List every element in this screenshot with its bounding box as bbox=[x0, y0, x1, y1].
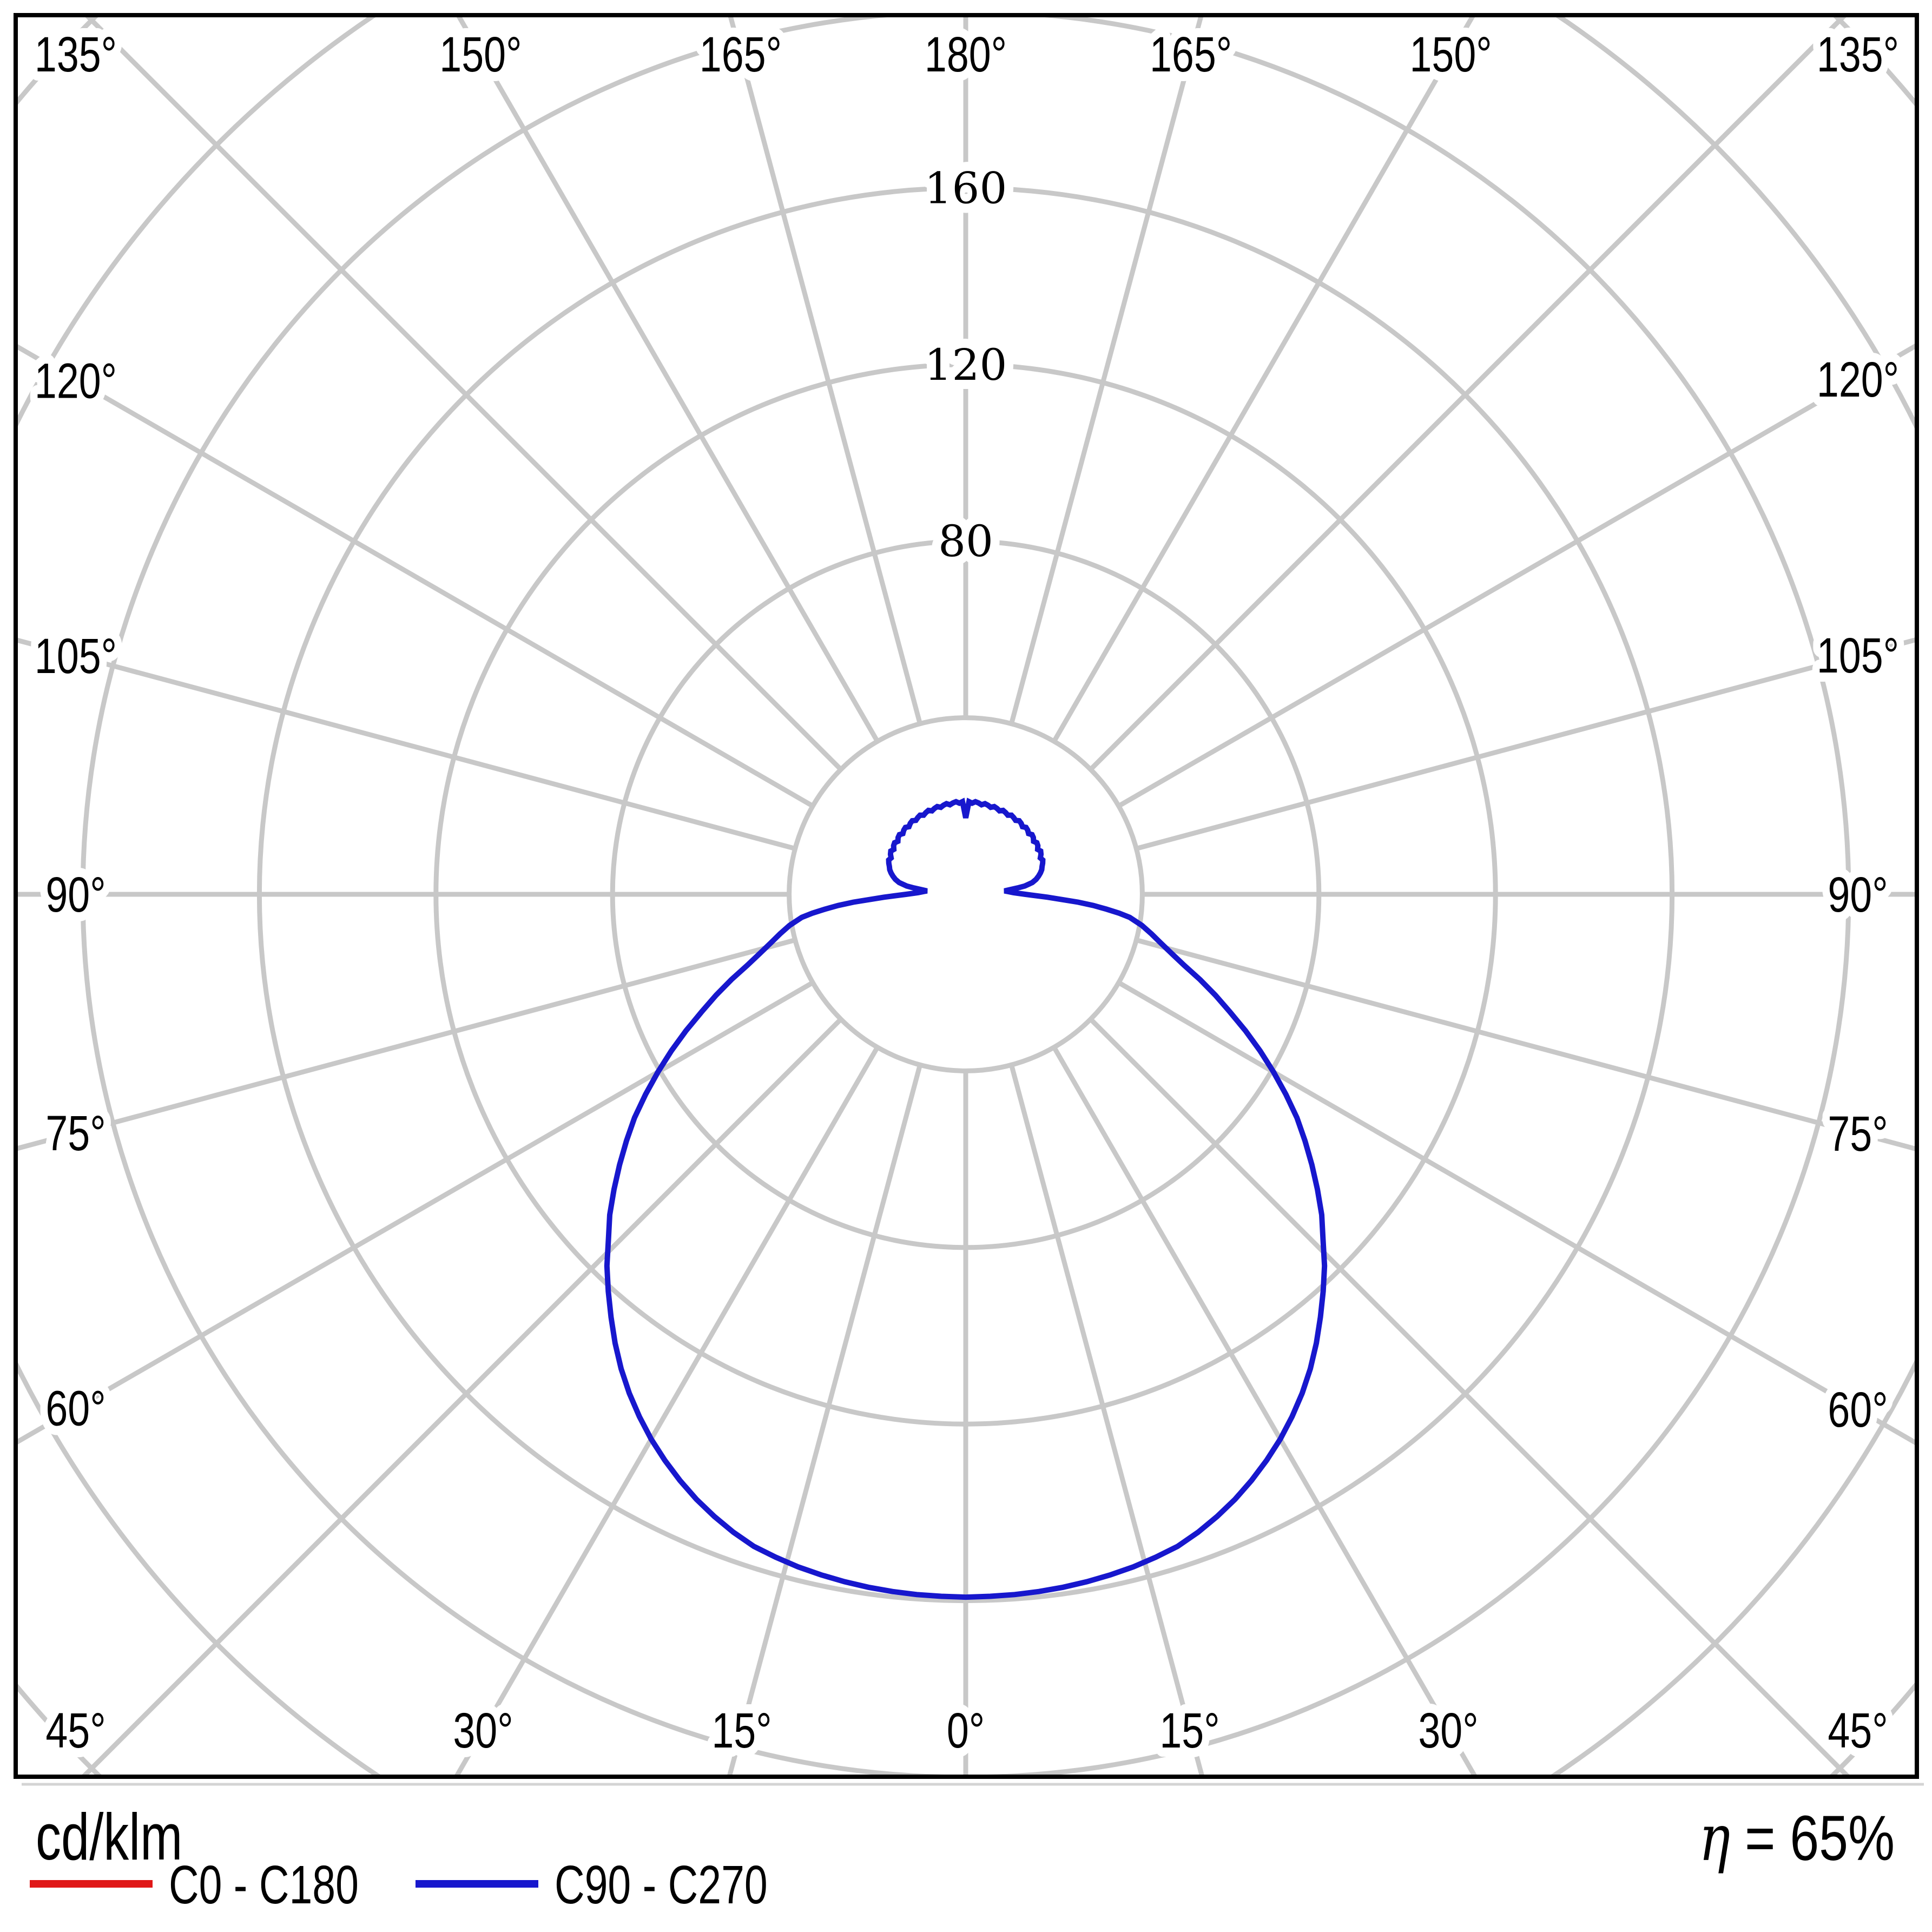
angle-label-345: 15° bbox=[711, 1703, 772, 1758]
radial-value-labels: 80 120 160 bbox=[915, 154, 1017, 576]
angle-label-120: 120° bbox=[1817, 352, 1899, 407]
grid-radial-225 bbox=[81, 13, 843, 772]
angle-label-255: 105° bbox=[35, 628, 117, 684]
grid-radial-120 bbox=[1117, 341, 1919, 808]
unit-label: cd/klm bbox=[36, 1800, 182, 1874]
grid-radial-60 bbox=[1117, 980, 1919, 1448]
grid-radial-285 bbox=[14, 938, 796, 1152]
grid-radial-330 bbox=[452, 1046, 880, 1779]
eta-symbol: η bbox=[1699, 1802, 1730, 1876]
grid-radial-255 bbox=[14, 636, 796, 851]
angle-label-240: 120° bbox=[35, 353, 117, 408]
angle-label-15: 15° bbox=[1159, 1703, 1219, 1758]
angle-label-45: 45° bbox=[1828, 1703, 1888, 1758]
angle-label-195: 165° bbox=[700, 27, 782, 82]
grid-radial-240 bbox=[14, 341, 814, 808]
legend-label-c0-c180: C0 - C180 bbox=[169, 1854, 359, 1915]
angle-label-150: 150° bbox=[1409, 27, 1492, 82]
grid-radial-105 bbox=[1136, 636, 1919, 851]
angle-label-90: 90° bbox=[1828, 867, 1888, 922]
curve-c90-c270 bbox=[604, 797, 1328, 1600]
eta-rest: = 65% bbox=[1730, 1802, 1895, 1874]
angle-label-180: 180° bbox=[925, 27, 1007, 82]
angle-label-270: 90° bbox=[45, 867, 105, 922]
angle-label-330: 30° bbox=[453, 1703, 513, 1758]
distribution-curves bbox=[604, 797, 1328, 1600]
angle-label-315: 45° bbox=[45, 1703, 105, 1758]
grid-radial-75 bbox=[1136, 938, 1919, 1152]
grid-radial-345 bbox=[726, 1064, 922, 1779]
angle-label-225: 135° bbox=[35, 27, 117, 82]
angle-label-60: 60° bbox=[1828, 1382, 1888, 1438]
angle-labels: 0° 15° 30° 45° 60° 75° 90° 105° 120° 135° 150° 165°… bbox=[27, 18, 1908, 1766]
grid-radial-150 bbox=[1052, 13, 1478, 743]
angle-label-75: 75° bbox=[1828, 1106, 1888, 1162]
r-tick-label-160: 160 bbox=[925, 163, 1007, 213]
grid-radial-210 bbox=[454, 13, 880, 743]
angle-label-105: 105° bbox=[1817, 628, 1899, 683]
grid-radial-15 bbox=[1009, 1064, 1205, 1779]
r-tick-label-80: 80 bbox=[938, 516, 993, 566]
grid-radial-30 bbox=[1052, 1046, 1480, 1779]
grid-radial-300 bbox=[14, 980, 814, 1447]
legend-label-c90-c270: C90 - C270 bbox=[555, 1854, 768, 1915]
efficiency-value: η = 65% bbox=[1699, 1802, 1895, 1876]
grid-radial-195 bbox=[727, 13, 922, 724]
r-tick-label-120: 120 bbox=[925, 340, 1007, 390]
angle-label-210: 150° bbox=[439, 27, 522, 82]
angle-label-135: 135° bbox=[1817, 27, 1899, 82]
angle-label-300: 60° bbox=[45, 1381, 105, 1436]
grid-radial-315 bbox=[77, 1017, 843, 1779]
grid-radial-165 bbox=[1009, 13, 1205, 724]
angle-label-30: 30° bbox=[1418, 1703, 1478, 1758]
grid-radial-45 bbox=[1089, 1017, 1854, 1779]
plot-frame bbox=[14, 13, 1919, 1779]
grid-ring-40 bbox=[787, 715, 1145, 1073]
angle-label-285: 75° bbox=[45, 1105, 105, 1161]
angle-label-0: 0° bbox=[947, 1703, 985, 1758]
grid-radial-135 bbox=[1089, 13, 1851, 772]
angle-label-165: 165° bbox=[1150, 27, 1232, 82]
